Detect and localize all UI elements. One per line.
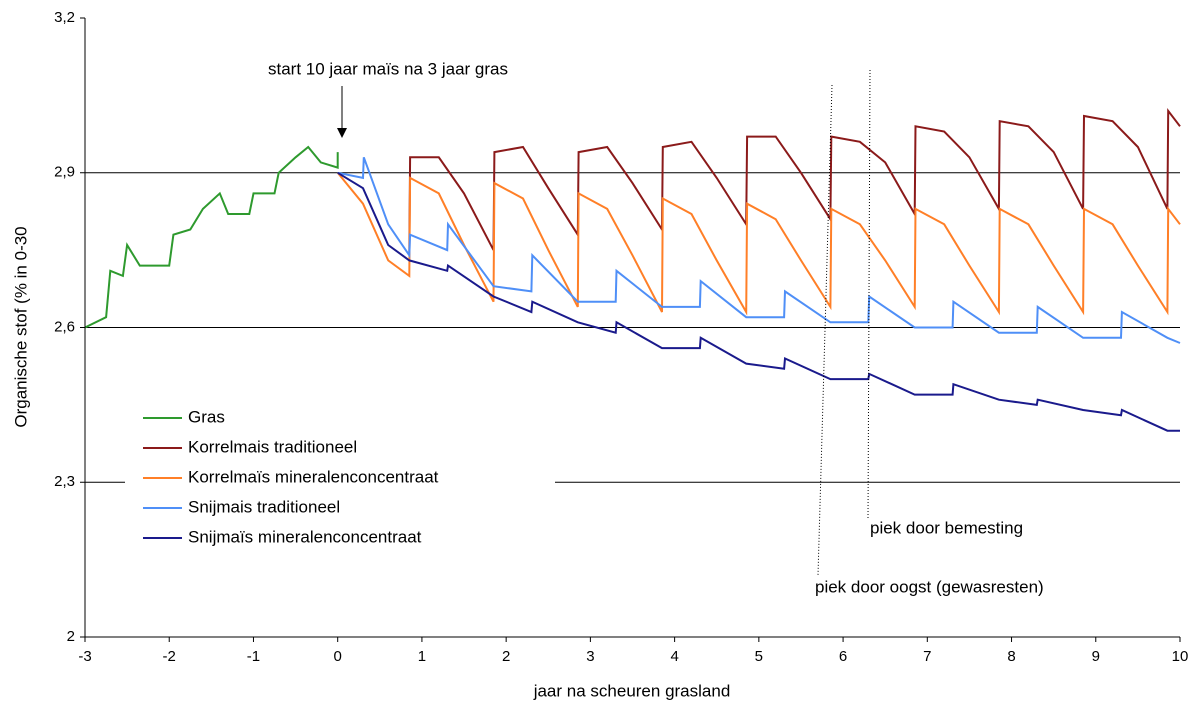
series-line bbox=[84, 145, 339, 329]
x-tick-label: 7 bbox=[923, 648, 931, 665]
x-tick-label: 5 bbox=[755, 648, 763, 665]
legend-label: Korrelmaïs mineralenconcentraat bbox=[188, 467, 439, 486]
y-tick-label: 3,2 bbox=[54, 9, 75, 26]
arrow-head bbox=[337, 128, 347, 138]
y-tick-label: 2 bbox=[67, 628, 75, 645]
x-tick-label: -2 bbox=[163, 648, 176, 665]
series-line bbox=[337, 156, 1181, 344]
annotation: piek door oogst (gewasresten) bbox=[815, 577, 1044, 596]
x-tick-label: 9 bbox=[1092, 648, 1100, 665]
x-tick-label: 0 bbox=[334, 648, 342, 665]
legend-box bbox=[125, 398, 555, 558]
legend-label: Snijmaïs mineralenconcentraat bbox=[188, 527, 422, 546]
legend-label: Snijmais traditioneel bbox=[188, 497, 340, 516]
annotation: start 10 jaar maïs na 3 jaar gras bbox=[268, 59, 508, 78]
y-tick-label: 2,3 bbox=[54, 473, 75, 490]
x-tick-label: 10 bbox=[1172, 648, 1189, 665]
lines bbox=[84, 107, 1181, 432]
series-line bbox=[337, 171, 1180, 432]
x-tick-label: 3 bbox=[586, 648, 594, 665]
legend-label: Gras bbox=[188, 407, 225, 426]
pointer-line bbox=[817, 84, 833, 576]
y-axis-title: Organische stof (% in 0-30 bbox=[11, 226, 30, 427]
annotation: piek door bemesting bbox=[870, 518, 1023, 537]
x-tick-label: -3 bbox=[78, 648, 91, 665]
x-tick-label: 1 bbox=[418, 648, 426, 665]
x-tick-label: 8 bbox=[1007, 648, 1015, 665]
pointer-line bbox=[867, 69, 871, 521]
x-axis-title: jaar na scheuren grasland bbox=[533, 681, 731, 700]
x-tick-label: -1 bbox=[247, 648, 260, 665]
legend-label: Korrelmais traditioneel bbox=[188, 437, 357, 456]
x-tick-label: 4 bbox=[670, 648, 678, 665]
y-tick-label: 2,9 bbox=[54, 164, 75, 181]
series-line bbox=[408, 107, 1181, 256]
y-tick-label: 2,6 bbox=[54, 318, 75, 335]
x-tick-label: 6 bbox=[839, 648, 847, 665]
x-tick-label: 2 bbox=[502, 648, 510, 665]
legend: Gras Korrelmais traditioneel Korrelmaïs mi… bbox=[125, 398, 555, 558]
